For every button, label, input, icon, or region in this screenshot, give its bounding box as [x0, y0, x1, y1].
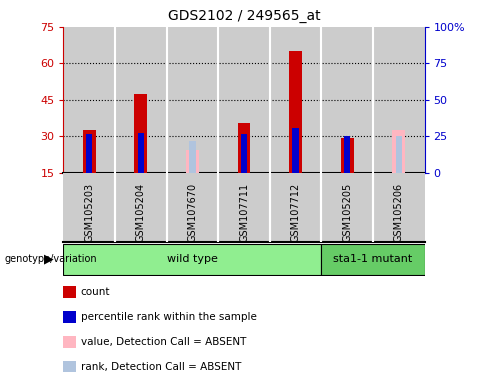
- Bar: [166, 27, 218, 173]
- Bar: [134, 94, 147, 173]
- Bar: [63, 27, 115, 173]
- Bar: [86, 134, 92, 173]
- Text: sta1-1 mutant: sta1-1 mutant: [333, 254, 412, 264]
- Text: GSM107712: GSM107712: [290, 183, 301, 242]
- Bar: [322, 27, 373, 173]
- Bar: [289, 51, 302, 173]
- Bar: [292, 128, 299, 173]
- Text: GSM105203: GSM105203: [84, 183, 94, 242]
- Bar: [322, 173, 373, 242]
- Text: value, Detection Call = ABSENT: value, Detection Call = ABSENT: [81, 337, 246, 347]
- Bar: [115, 173, 166, 242]
- Bar: [63, 173, 115, 242]
- Text: GSM105204: GSM105204: [136, 183, 146, 242]
- Bar: [373, 27, 425, 173]
- Bar: [373, 173, 425, 242]
- Text: genotype/variation: genotype/variation: [5, 254, 98, 264]
- Text: GSM107670: GSM107670: [187, 183, 198, 242]
- Text: wild type: wild type: [167, 254, 218, 264]
- Bar: [241, 134, 247, 173]
- Bar: [270, 173, 322, 242]
- Text: count: count: [81, 287, 110, 297]
- Bar: [341, 137, 354, 173]
- Bar: [166, 173, 218, 242]
- Text: GSM107711: GSM107711: [239, 183, 249, 242]
- Text: GSM105205: GSM105205: [342, 183, 352, 242]
- Bar: [218, 27, 270, 173]
- Bar: [189, 141, 196, 173]
- Bar: [396, 136, 402, 173]
- Text: rank, Detection Call = ABSENT: rank, Detection Call = ABSENT: [81, 362, 241, 372]
- Bar: [218, 173, 270, 242]
- Bar: [138, 133, 144, 173]
- Bar: [63, 244, 322, 275]
- Title: GDS2102 / 249565_at: GDS2102 / 249565_at: [168, 9, 320, 23]
- Bar: [344, 136, 350, 173]
- Bar: [322, 244, 425, 275]
- Bar: [270, 27, 322, 173]
- Bar: [83, 130, 96, 173]
- Bar: [186, 150, 199, 173]
- Text: percentile rank within the sample: percentile rank within the sample: [81, 312, 256, 322]
- Text: GSM105206: GSM105206: [394, 183, 404, 242]
- Bar: [115, 27, 166, 173]
- Bar: [392, 130, 405, 173]
- Bar: [238, 123, 250, 173]
- Text: ▶: ▶: [44, 253, 54, 266]
